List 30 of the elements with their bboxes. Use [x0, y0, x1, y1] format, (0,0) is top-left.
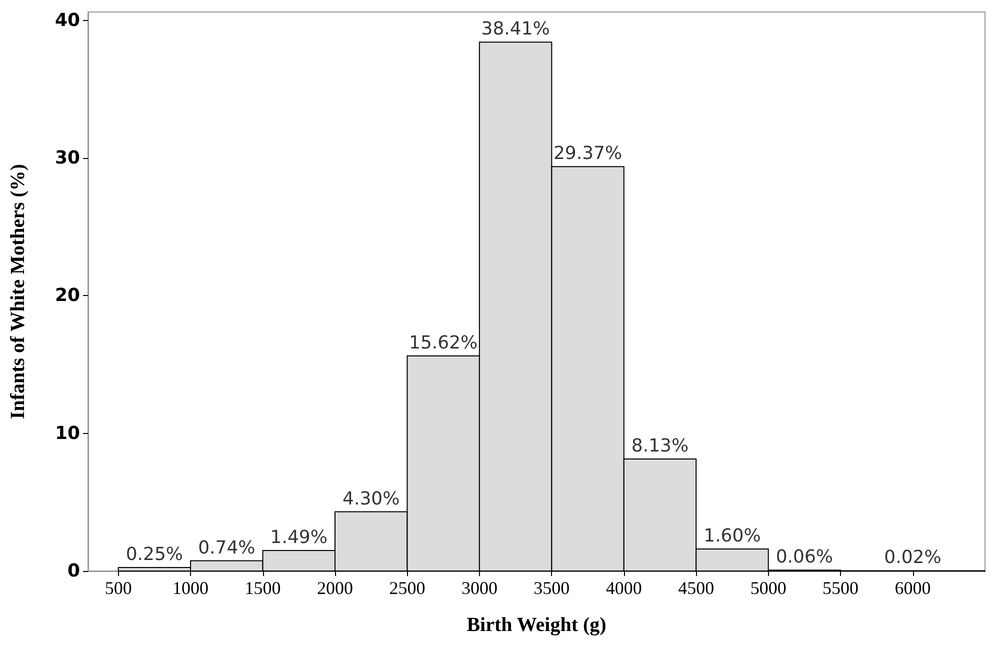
- x-tick-label: 6000: [894, 578, 931, 598]
- x-tick-label: 4000: [606, 578, 642, 598]
- data-label: 38.41%: [481, 18, 550, 40]
- y-tick-label: 10: [54, 422, 80, 444]
- data-label: 1.49%: [270, 526, 328, 548]
- data-label: 4.30%: [342, 488, 400, 510]
- x-tick-label: 4500: [678, 578, 714, 598]
- data-label: 29.37%: [553, 143, 622, 164]
- data-label: 8.13%: [631, 436, 689, 457]
- x-tick-label: 5500: [822, 578, 859, 598]
- x-tick-label: 500: [104, 578, 132, 598]
- x-tick-label: 1000: [172, 578, 209, 598]
- y-axis-title: Infants of White Mothers (%): [7, 164, 29, 420]
- data-label: 1.60%: [704, 525, 761, 546]
- data-label: 0.02%: [884, 547, 942, 568]
- y-tick-label: 0: [67, 560, 80, 582]
- data-label: 0.06%: [776, 546, 834, 568]
- data-label: 0.25%: [126, 544, 184, 566]
- x-tick-label: 2000: [317, 578, 353, 598]
- data-label: 15.62%: [409, 332, 478, 354]
- data-label: 0.74%: [198, 537, 256, 558]
- y-tick-label: 20: [54, 285, 80, 306]
- x-tick-label: 2500: [389, 578, 426, 598]
- y-tick-label: 30: [54, 147, 80, 168]
- y-tick-label: 40: [54, 10, 80, 31]
- x-axis-title: Birth Weight (g): [466, 614, 606, 636]
- x-tick-label: 3500: [534, 578, 570, 598]
- x-tick-label: 1500: [244, 578, 281, 598]
- x-tick-label: 5000: [750, 578, 786, 598]
- x-tick-label: 3000: [461, 578, 498, 598]
